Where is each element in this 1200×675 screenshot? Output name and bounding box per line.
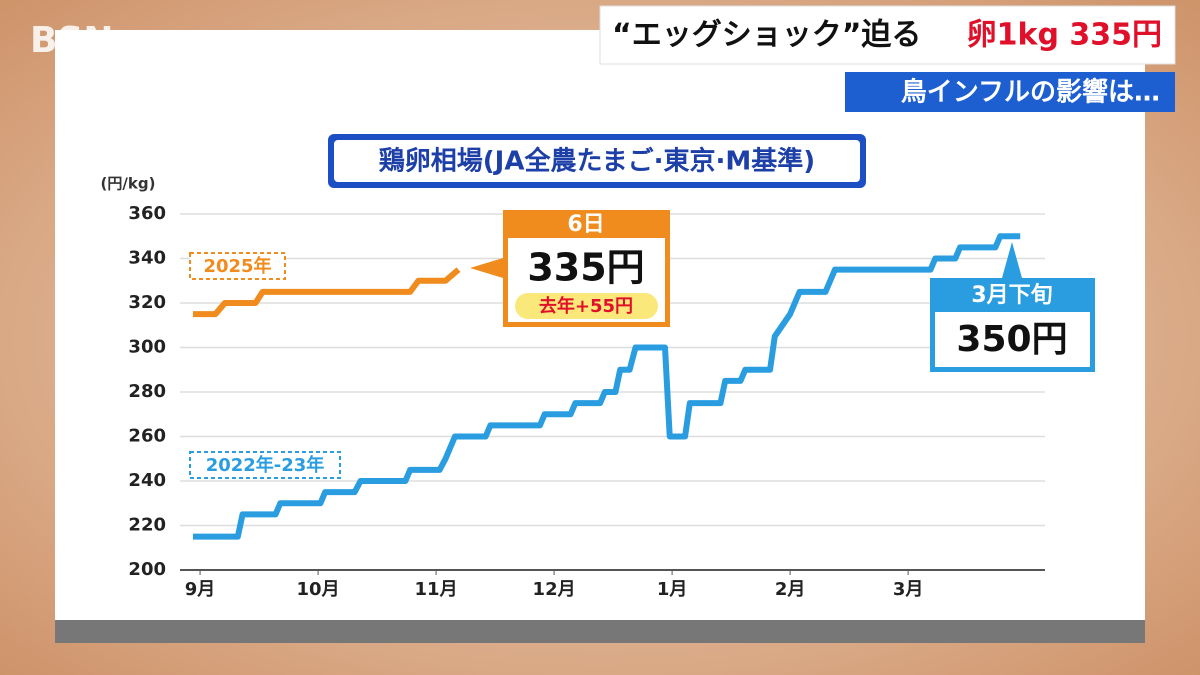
- callout-heading: 3月下旬: [971, 282, 1052, 308]
- x-tick-label: 10月: [297, 579, 340, 600]
- legend-label: 2022年-23年: [206, 454, 325, 476]
- chart-title: 鶏卵相場(JA全農たまご·東京·M基準): [379, 146, 815, 177]
- x-tick-label: 3月: [893, 579, 924, 600]
- x-tick-label: 11月: [415, 579, 458, 600]
- logo: BSN: [30, 20, 114, 61]
- y-tick-label: 320: [128, 292, 166, 313]
- headline-box: [599, 5, 1176, 65]
- y-tick-label: 240: [128, 470, 166, 491]
- y-unit: (円/kg): [101, 175, 156, 193]
- y-tick-label: 200: [128, 559, 166, 580]
- y-tick-label: 260: [128, 426, 166, 447]
- series-line: [192, 267, 461, 318]
- callout-note-box: [515, 293, 658, 319]
- callout-inner: [935, 312, 1090, 367]
- y-tick-label: 340: [128, 248, 166, 269]
- x-tick-label: 12月: [533, 579, 576, 600]
- callout-heading: 6日: [567, 212, 604, 237]
- legend-box: [189, 252, 286, 280]
- y-tick-label: 300: [128, 337, 166, 358]
- callout-pointer: [470, 258, 503, 278]
- legend-box: [189, 451, 341, 479]
- subheadline-box: [845, 72, 1175, 112]
- callout-value: 335円: [527, 246, 644, 290]
- legend-label: 2025年: [203, 255, 271, 277]
- callout-pointer: [1002, 242, 1022, 278]
- subheadline: 鳥インフルの影響は…: [901, 77, 1160, 108]
- y-tick-label: 360: [128, 203, 166, 224]
- x-tick-label: 2月: [775, 579, 806, 600]
- headline: “エッグショック”迫る: [612, 18, 921, 53]
- headline-highlight: 卵1kg 335円: [967, 18, 1162, 53]
- callout-note: 去年+55円: [539, 295, 633, 317]
- callout-value: 350円: [956, 319, 1067, 360]
- y-tick-label: 280: [128, 381, 166, 402]
- title-inner: [334, 140, 860, 182]
- x-tick-label: 1月: [657, 579, 688, 600]
- y-tick-label: 220: [128, 515, 166, 536]
- series-line: [192, 233, 1021, 540]
- x-tick-label: 9月: [185, 579, 216, 600]
- callouts: 6日 335円 去年+55円 3月下旬 350円: [470, 210, 1095, 372]
